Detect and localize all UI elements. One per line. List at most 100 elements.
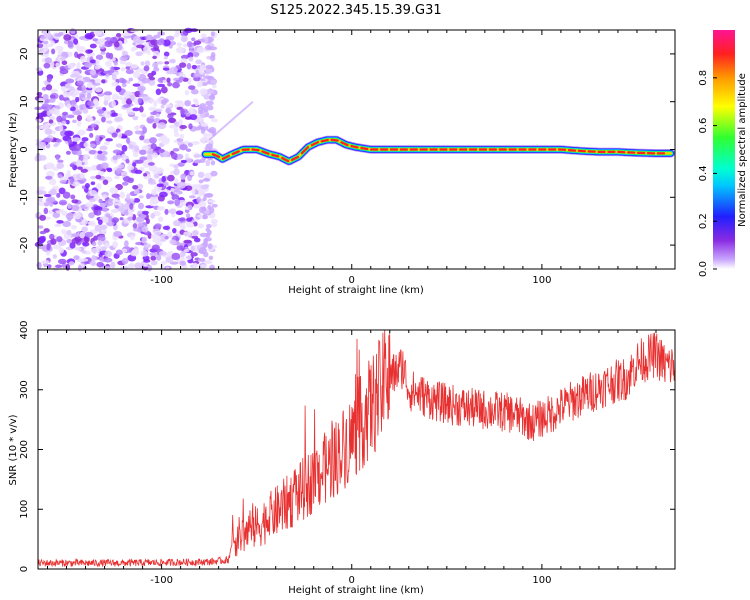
noise-blob xyxy=(156,61,164,65)
noise-blob xyxy=(46,196,56,203)
noise-blob xyxy=(121,171,128,176)
noise-blob xyxy=(199,232,208,238)
spectrogram-y-tick-label: 20 xyxy=(19,48,30,61)
noise-blob xyxy=(192,230,199,237)
noise-blob xyxy=(103,257,113,263)
noise-blob xyxy=(62,111,69,116)
noise-blob xyxy=(206,105,214,111)
noise-blob xyxy=(143,259,151,263)
noise-blob xyxy=(207,243,213,250)
noise-blob xyxy=(144,60,151,67)
signal-core xyxy=(360,146,369,151)
noise-blob xyxy=(143,243,152,249)
noise-blob xyxy=(171,213,176,218)
noise-blob xyxy=(73,38,79,45)
noise-blob xyxy=(180,108,185,116)
noise-blob xyxy=(80,168,88,173)
noise-blob xyxy=(170,152,178,160)
noise-blob xyxy=(94,224,102,232)
snr-y-tick-label: 400 xyxy=(19,320,30,339)
noise-blob xyxy=(174,100,184,104)
noise-blob xyxy=(208,127,217,134)
noise-blob xyxy=(121,32,131,37)
noise-blob xyxy=(125,158,130,164)
snr-y-tick-label: 200 xyxy=(19,440,30,459)
noise-blob xyxy=(69,242,76,249)
noise-blob xyxy=(183,239,192,244)
noise-blob xyxy=(121,153,127,161)
noise-blob xyxy=(167,113,174,119)
noise-blob xyxy=(113,230,122,237)
spectrogram-y-tick-label: 0 xyxy=(19,146,30,152)
noise-blob xyxy=(61,120,67,125)
noise-blob xyxy=(188,123,193,130)
noise-blob xyxy=(36,261,42,269)
noise-blob xyxy=(58,125,64,132)
noise-blob xyxy=(121,82,127,88)
noise-blob xyxy=(34,106,43,111)
noise-blob xyxy=(136,39,145,44)
noise-blob xyxy=(62,220,71,228)
noise-blob xyxy=(139,135,145,141)
noise-blob xyxy=(210,79,217,85)
noise-blob xyxy=(172,148,180,152)
noise-blob xyxy=(127,216,133,221)
noise-blob xyxy=(186,41,193,48)
noise-blob xyxy=(160,260,168,265)
noise-blob xyxy=(37,200,47,207)
noise-blob xyxy=(150,111,158,116)
noise-blob xyxy=(152,122,157,129)
noise-blob xyxy=(182,43,188,48)
noise-blob xyxy=(72,110,82,116)
noise-blob xyxy=(177,181,186,189)
noise-blob xyxy=(138,195,144,199)
noise-blob xyxy=(136,216,145,223)
noise-blob xyxy=(114,205,119,209)
noise-blob xyxy=(36,186,46,191)
noise-blob xyxy=(129,234,135,241)
signal-core xyxy=(310,141,319,147)
noise-blob xyxy=(126,98,133,105)
noise-blob xyxy=(115,85,122,93)
noise-blob xyxy=(84,32,94,40)
noise-blob xyxy=(69,163,76,168)
noise-blob xyxy=(176,42,182,47)
noise-blob xyxy=(43,45,48,52)
noise-blob xyxy=(156,183,164,188)
noise-blob xyxy=(71,233,80,238)
noise-blob xyxy=(46,243,51,251)
noise-blob xyxy=(41,86,48,91)
noise-blob xyxy=(68,90,77,97)
noise-blob xyxy=(126,193,131,201)
noise-blob xyxy=(123,54,131,59)
noise-blob xyxy=(141,236,148,244)
colorbar-gradient xyxy=(713,30,735,269)
noise-blob xyxy=(70,28,76,34)
noise-blob xyxy=(140,250,149,257)
noise-blob xyxy=(81,249,87,254)
noise-blob xyxy=(180,159,187,164)
noise-blob xyxy=(193,159,203,164)
noise-blob xyxy=(37,112,47,117)
signal-core xyxy=(211,153,221,158)
noise-blob xyxy=(191,37,196,42)
noise-blob xyxy=(55,62,61,68)
noise-blob xyxy=(179,260,187,266)
noise-blob xyxy=(69,177,74,185)
noise-blob xyxy=(95,134,100,142)
noise-blob xyxy=(122,104,131,108)
noise-blob xyxy=(184,89,190,96)
noise-blob xyxy=(179,125,188,130)
noise-blob xyxy=(79,231,86,239)
noise-blob xyxy=(106,127,116,133)
noise-blob xyxy=(100,162,109,169)
noise-blob xyxy=(43,137,52,143)
noise-blob xyxy=(132,83,141,87)
noise-blob xyxy=(67,62,75,69)
noise-blob xyxy=(205,67,212,75)
noise-blob xyxy=(56,162,64,170)
noise-blob xyxy=(184,100,191,107)
noise-blob xyxy=(61,85,66,92)
noise-blob xyxy=(169,261,179,265)
